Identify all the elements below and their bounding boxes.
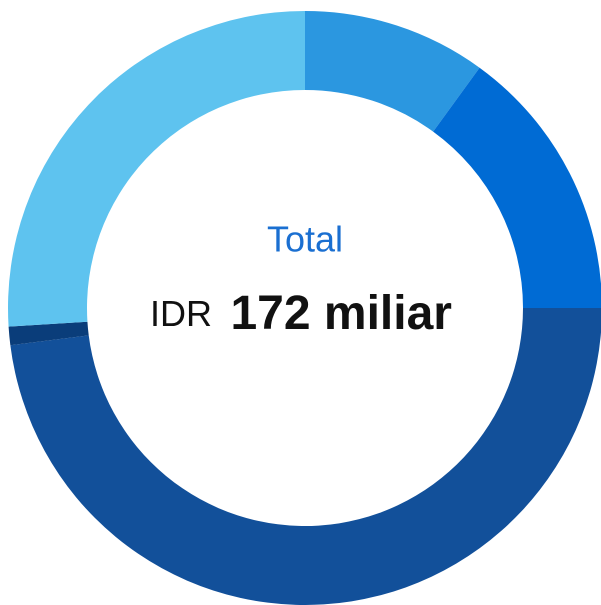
donut-slice <box>433 67 601 308</box>
center-currency: IDR <box>150 293 212 334</box>
donut-slice <box>10 308 601 605</box>
donut-slice <box>8 321 89 346</box>
center-value: 172 miliar <box>230 287 451 340</box>
center-title: Total <box>267 219 343 260</box>
donut-slice <box>305 11 480 132</box>
donut <box>7 11 601 605</box>
donut-slice <box>7 11 305 327</box>
center-total: IDR 172 miliar <box>150 287 452 340</box>
